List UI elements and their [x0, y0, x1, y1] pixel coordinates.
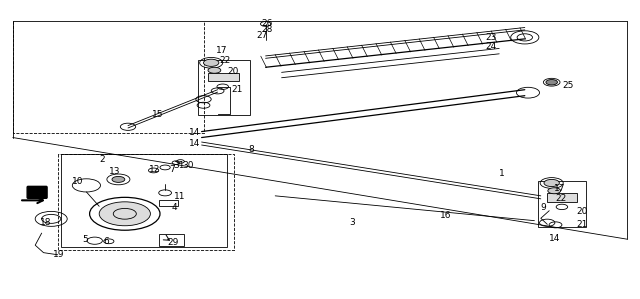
- Text: 20: 20: [576, 207, 588, 216]
- Circle shape: [548, 188, 561, 194]
- Text: 23: 23: [485, 33, 497, 42]
- Text: 27: 27: [256, 31, 268, 40]
- Text: 2: 2: [99, 155, 105, 164]
- Text: 17: 17: [216, 46, 227, 55]
- Text: 3: 3: [349, 218, 355, 227]
- Text: FR.: FR.: [28, 187, 46, 197]
- Text: 22: 22: [556, 194, 567, 203]
- Text: 19: 19: [52, 250, 64, 259]
- Text: 7: 7: [170, 165, 175, 174]
- Circle shape: [546, 80, 557, 85]
- Text: 18: 18: [40, 218, 51, 227]
- Text: 8: 8: [248, 145, 254, 154]
- Text: 30: 30: [182, 161, 194, 170]
- Bar: [538, 181, 586, 227]
- Text: 25: 25: [562, 81, 573, 90]
- Text: 12: 12: [148, 165, 160, 174]
- Text: 21: 21: [232, 85, 243, 94]
- Text: 26: 26: [261, 19, 273, 28]
- Text: 28: 28: [261, 25, 273, 34]
- Text: 15: 15: [152, 110, 164, 119]
- Circle shape: [208, 67, 221, 73]
- Bar: [159, 234, 184, 246]
- Circle shape: [204, 59, 219, 66]
- Text: 11: 11: [174, 192, 186, 201]
- Text: 21: 21: [576, 220, 588, 229]
- Text: 29: 29: [168, 238, 179, 247]
- Circle shape: [99, 202, 150, 226]
- Text: 4: 4: [172, 203, 177, 212]
- Bar: [547, 193, 577, 202]
- Text: 22: 22: [219, 56, 230, 65]
- Text: 6: 6: [104, 237, 109, 246]
- Circle shape: [112, 176, 125, 182]
- Text: 16: 16: [440, 211, 452, 220]
- Text: 17: 17: [554, 184, 565, 193]
- Text: 13: 13: [109, 167, 120, 176]
- Text: 14: 14: [189, 128, 200, 137]
- Bar: [208, 73, 239, 81]
- Text: 5: 5: [82, 235, 88, 244]
- Text: 20: 20: [227, 67, 239, 76]
- Bar: [198, 60, 250, 115]
- Text: 24: 24: [485, 42, 497, 51]
- Text: 31: 31: [173, 161, 184, 170]
- Text: 9: 9: [541, 203, 547, 212]
- Text: 1: 1: [499, 169, 505, 178]
- Circle shape: [544, 179, 559, 187]
- Bar: [61, 154, 227, 247]
- Text: 10: 10: [72, 177, 83, 186]
- Text: 14: 14: [189, 139, 200, 148]
- Text: 14: 14: [549, 234, 561, 243]
- Bar: [159, 200, 178, 206]
